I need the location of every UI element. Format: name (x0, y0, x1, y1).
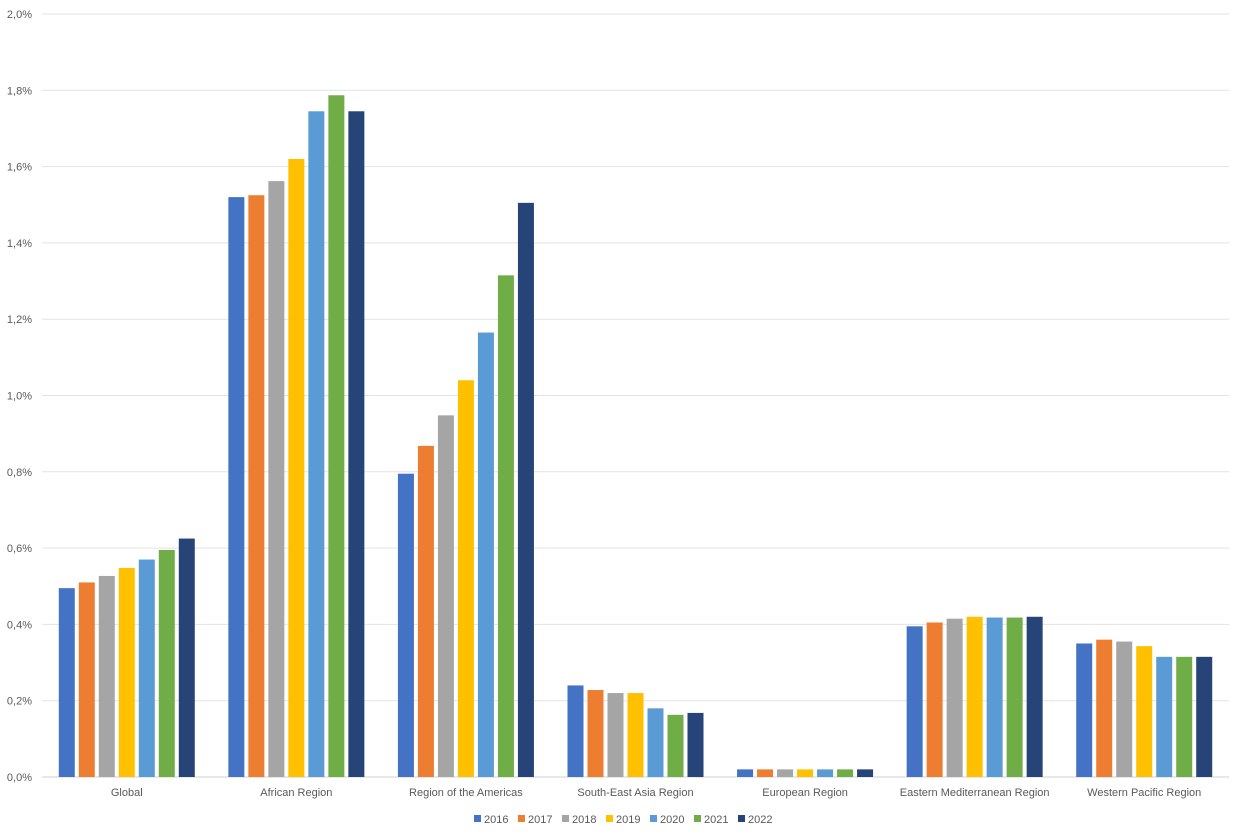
legend-swatch-2022 (738, 815, 745, 822)
bar-2020-1 (308, 111, 325, 778)
legend-label-2021[interactable]: 2021 (704, 814, 728, 826)
bar-2020-5 (986, 617, 1003, 777)
legend-swatch-2020 (650, 815, 657, 822)
legend-label-2019[interactable]: 2019 (616, 814, 640, 826)
bar-2019-2 (457, 380, 474, 777)
x-axis: Global African Region Region of the Americ… (111, 787, 1201, 799)
bar-2022-5 (1026, 616, 1043, 777)
bar-2022-2 (517, 202, 534, 777)
bar-2021-4 (837, 769, 854, 777)
bar-2020-2 (477, 332, 494, 777)
bar-2016-2 (397, 473, 414, 777)
bar-2022-6 (1196, 656, 1213, 777)
bar-2017-0 (78, 582, 95, 777)
x-category-label: European Region (762, 787, 848, 799)
bar-2016-4 (737, 769, 754, 777)
y-tick-label: 0,8% (7, 467, 32, 479)
bar-2019-4 (797, 769, 814, 777)
legend-swatch-2021 (694, 815, 701, 822)
y-tick-label: 0,4% (7, 619, 32, 631)
bar-2022-0 (178, 538, 195, 777)
bar-2019-6 (1136, 646, 1153, 777)
y-tick-label: 1,4% (7, 238, 32, 250)
bar-2020-6 (1156, 656, 1173, 777)
bar-2022-4 (857, 769, 874, 777)
bar-2017-3 (587, 690, 604, 777)
legend-label-2022[interactable]: 2022 (748, 814, 772, 826)
bar-2021-0 (158, 550, 175, 777)
bar-2017-5 (926, 622, 943, 777)
bar-2017-1 (248, 195, 265, 777)
x-category-label: South-East Asia Region (577, 787, 693, 799)
y-tick-label: 1,8% (7, 85, 32, 97)
legend-label-2016[interactable]: 2016 (484, 814, 508, 826)
bar-2016-6 (1076, 643, 1093, 777)
bar-2021-6 (1176, 656, 1193, 777)
legend[interactable]: 2016 2017 2018 2019 2020 2021 2022 (474, 814, 772, 826)
legend-label-2020[interactable]: 2020 (660, 814, 684, 826)
legend-label-2017[interactable]: 2017 (528, 814, 552, 826)
x-category-label: Global (111, 787, 143, 799)
bar-2018-6 (1116, 641, 1133, 777)
bar-2018-1 (268, 181, 285, 778)
bar-2017-4 (757, 769, 774, 777)
bar-2022-1 (348, 111, 365, 778)
bar-2017-2 (417, 445, 434, 777)
bar-2019-5 (966, 616, 983, 777)
legend-swatch-2019 (606, 815, 613, 822)
legend-swatch-2018 (562, 815, 569, 822)
bar-2016-5 (906, 626, 923, 777)
bar-2019-3 (627, 693, 644, 777)
y-tick-label: 0,6% (7, 543, 32, 555)
bar-2016-1 (228, 197, 245, 777)
y-tick-label: 0,0% (7, 772, 32, 784)
y-tick-label: 0,2% (7, 696, 32, 708)
bar-2021-3 (667, 714, 684, 777)
bar-2018-2 (437, 415, 454, 777)
bar-2020-4 (817, 769, 834, 777)
bar-2017-6 (1096, 639, 1113, 777)
legend-swatch-2016 (474, 815, 481, 822)
bar-2019-1 (288, 158, 305, 778)
bars (58, 95, 1213, 778)
y-tick-label: 1,6% (7, 162, 32, 174)
y-tick-label: 1,0% (7, 391, 32, 403)
x-category-label: Eastern Mediterranean Region (900, 787, 1050, 799)
bar-2016-3 (567, 685, 584, 777)
gridlines (42, 13, 1229, 778)
bar-2020-3 (647, 708, 664, 777)
bar-2018-4 (777, 769, 794, 777)
bar-2020-0 (138, 559, 155, 777)
bar-2021-1 (328, 95, 345, 777)
legend-label-2018[interactable]: 2018 (572, 814, 596, 826)
bar-2018-0 (98, 575, 115, 777)
bar-2021-2 (497, 275, 514, 777)
bar-2018-3 (607, 693, 624, 777)
y-tick-label: 1,2% (7, 314, 32, 326)
bar-2021-5 (1006, 617, 1023, 777)
bar-2019-0 (118, 567, 135, 777)
bar-2016-0 (58, 588, 75, 777)
y-axis: 0,0% 0,2% 0,4% 0,6% 0,8% 1,0% 1,2% 1,4% 1,6% 1,8%… (7, 9, 32, 784)
bar-2022-3 (687, 712, 704, 777)
x-category-label: Western Pacific Region (1087, 787, 1201, 799)
y-tick-label: 2,0% (7, 9, 32, 21)
x-category-label: Region of the Americas (409, 787, 523, 799)
bar-2018-5 (946, 618, 963, 777)
x-category-label: African Region (260, 787, 332, 799)
legend-swatch-2017 (518, 815, 525, 822)
